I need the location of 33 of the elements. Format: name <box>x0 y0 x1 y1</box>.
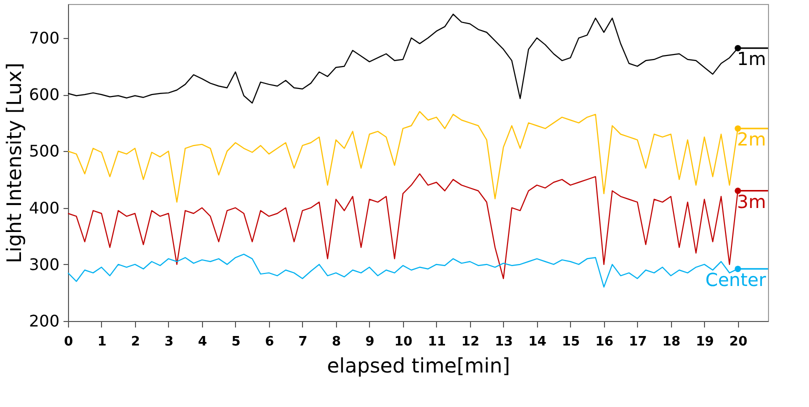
x-tick-label: 16 <box>595 334 614 350</box>
legend-label: 3m <box>737 192 766 213</box>
legend-label: 2m <box>737 130 766 151</box>
x-tick-label: 2 <box>130 334 140 350</box>
y-tick-label: 200 <box>28 312 60 330</box>
x-tick-label: 8 <box>332 334 341 350</box>
x-tick-label: 11 <box>428 334 446 350</box>
x-tick-label: 18 <box>662 334 680 350</box>
y-tick-label: 600 <box>28 85 60 104</box>
y-tick-label: 300 <box>28 254 60 274</box>
x-tick-label: 14 <box>528 334 546 350</box>
x-tick-label: 17 <box>628 334 647 350</box>
x-tick-label: 1 <box>97 334 107 350</box>
x-tick-label: 9 <box>365 334 374 350</box>
x-tick-label: 13 <box>494 334 513 350</box>
x-tick-label: 20 <box>729 334 748 350</box>
x-tick-label: 15 <box>562 334 580 350</box>
x-tick-label: 19 <box>696 334 714 350</box>
y-tick-label: 400 <box>28 198 60 218</box>
y-axis-title: Light Intensity [Lux] <box>2 62 26 264</box>
x-tick-label: 0 <box>64 334 74 350</box>
x-tick-label: 7 <box>298 334 308 350</box>
x-tick-label: 6 <box>264 334 274 350</box>
y-tick-label: 700 <box>28 28 60 48</box>
y-tick-label: 500 <box>28 142 60 161</box>
x-tick-label: 5 <box>231 334 240 350</box>
x-tick-label: 10 <box>394 334 412 350</box>
x-tick-label: 4 <box>198 334 207 350</box>
legend-label: 1m <box>737 49 766 70</box>
x-tick-label: 3 <box>164 334 174 350</box>
x-axis-title: elapsed time[min] <box>326 354 510 378</box>
legend-label: Center <box>705 270 767 291</box>
x-tick-label: 12 <box>461 334 480 350</box>
